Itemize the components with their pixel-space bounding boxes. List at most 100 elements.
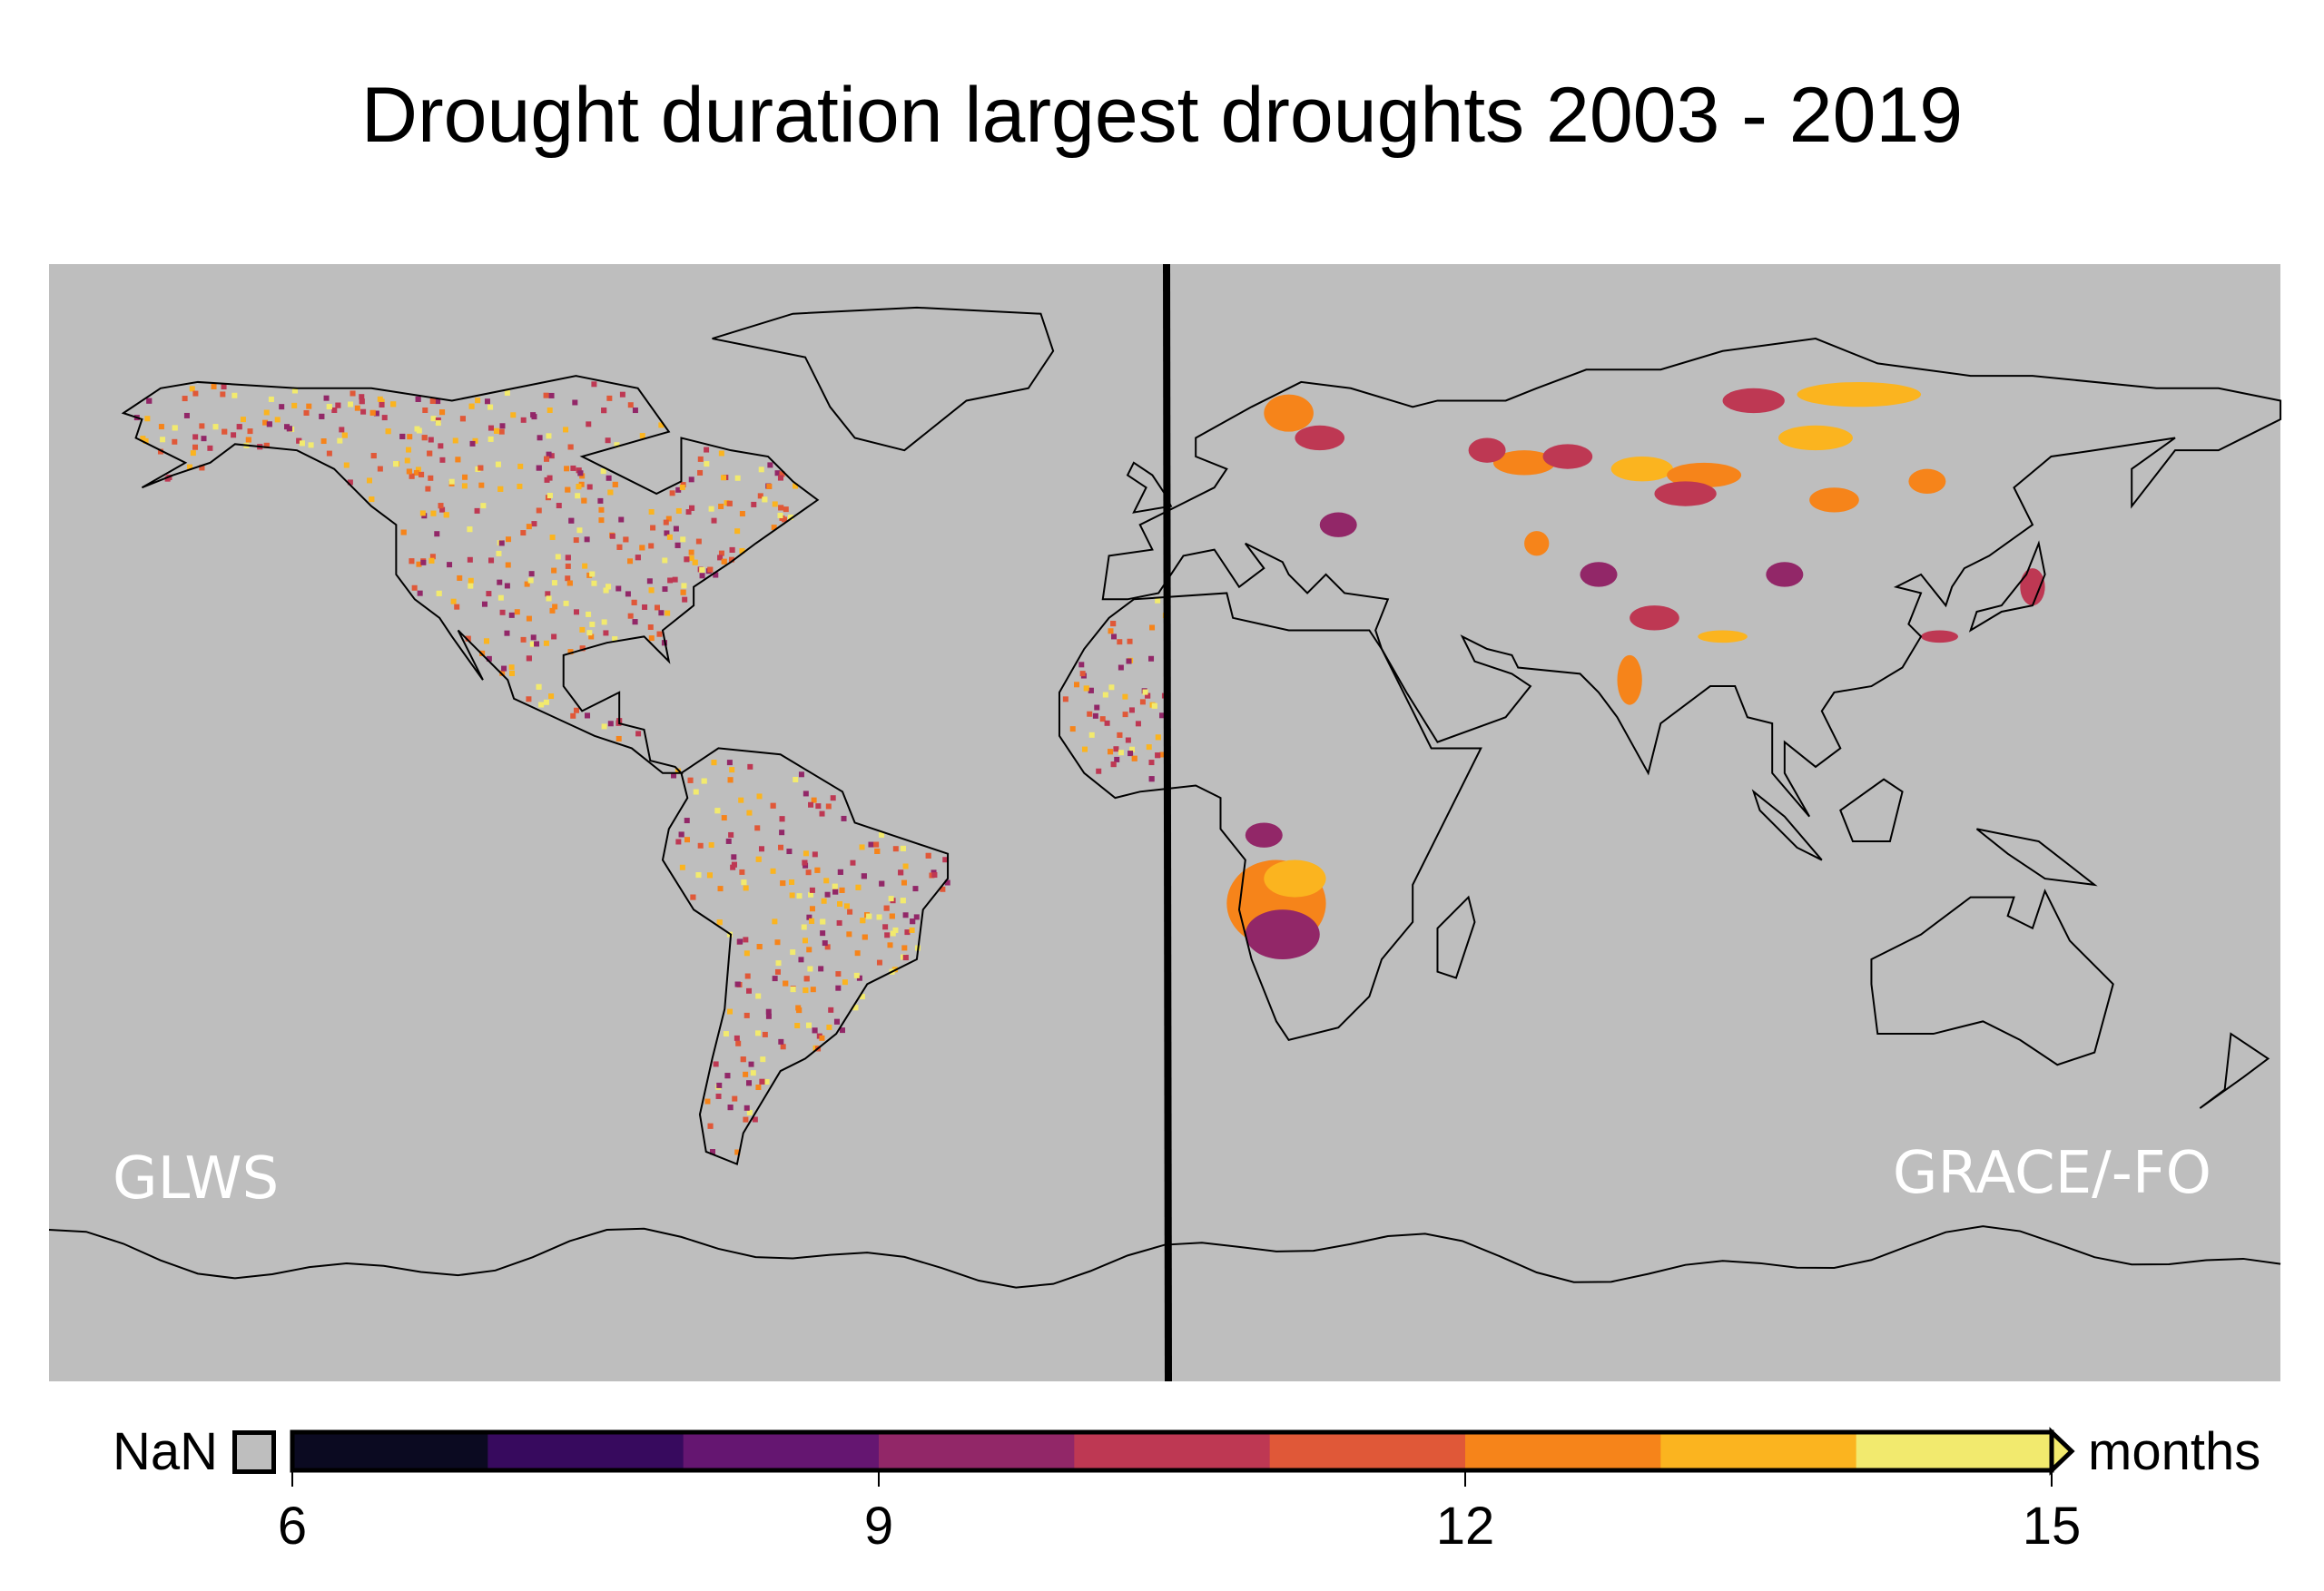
drought-cell <box>585 712 591 719</box>
drought-cell <box>770 802 776 809</box>
drought-cell <box>556 503 562 509</box>
drought-cell <box>735 1040 742 1046</box>
colorbar-tick-label: 15 <box>2022 1497 2082 1556</box>
drought-cell <box>192 444 199 450</box>
drought-region <box>1264 394 1314 432</box>
drought-cell <box>589 571 596 577</box>
drought-cell <box>1062 696 1068 702</box>
drought-cell <box>835 985 842 991</box>
drought-cell <box>662 586 668 593</box>
drought-cell <box>779 830 785 836</box>
drought-cell <box>687 777 694 783</box>
drought-cell <box>1122 693 1128 700</box>
drought-cell <box>231 432 237 438</box>
drought-cell <box>247 428 253 435</box>
drought-cell <box>779 816 785 822</box>
drought-cell <box>467 526 473 533</box>
drought-cell <box>767 462 773 468</box>
drought-cell <box>146 398 153 404</box>
drought-cell <box>841 815 847 821</box>
drought-cell <box>565 563 571 569</box>
drought-cell <box>843 903 850 909</box>
drought-cell <box>828 1007 834 1013</box>
coastline-new-zealand <box>2199 1032 2270 1109</box>
drought-cell <box>783 506 789 513</box>
drought-cell <box>762 496 768 503</box>
drought-cell <box>286 426 292 432</box>
drought-cell <box>1102 692 1108 698</box>
drought-cell <box>192 390 199 397</box>
drought-cell <box>859 994 865 1000</box>
drought-cell <box>759 1078 765 1085</box>
drought-cell <box>793 777 799 783</box>
drought-cell <box>199 423 205 429</box>
drought-cell <box>443 512 449 518</box>
drought-cell <box>790 987 796 993</box>
drought-cell <box>931 872 938 879</box>
drought-cell <box>551 580 557 586</box>
drought-cell <box>756 793 763 800</box>
drought-cell <box>876 959 882 966</box>
coastline-borneo <box>1839 778 1904 843</box>
drought-cell <box>221 384 227 390</box>
drought-cell <box>379 401 385 408</box>
drought-cell <box>855 884 862 890</box>
drought-cell <box>724 1073 731 1079</box>
drought-cell <box>411 584 418 591</box>
drought-region <box>1809 487 1859 513</box>
drought-cell <box>774 968 781 975</box>
drought-cell <box>615 585 622 592</box>
drought-cell <box>406 468 412 475</box>
drought-cell <box>751 501 757 507</box>
drought-cell <box>379 398 385 405</box>
drought-cell <box>393 461 399 467</box>
drought-cell <box>824 891 831 898</box>
drought-cell <box>429 398 436 404</box>
drought-cell <box>579 473 586 479</box>
drought-cell <box>847 908 853 915</box>
drought-cell <box>528 571 535 577</box>
drought-cell <box>548 453 555 459</box>
drought-cell <box>520 530 527 536</box>
drought-region <box>1264 859 1326 898</box>
drought-cell <box>158 424 164 430</box>
drought-cell <box>468 583 474 589</box>
drought-cell <box>576 484 582 490</box>
drought-cell <box>577 470 584 476</box>
drought-cell <box>262 419 269 426</box>
drought-cell <box>627 558 634 565</box>
drought-region <box>2020 568 2045 606</box>
drought-cell <box>729 767 735 773</box>
drought-region <box>1698 630 1748 643</box>
drought-cell <box>549 535 556 541</box>
drought-cell <box>728 831 734 838</box>
drought-cell <box>472 437 478 444</box>
drought-cell <box>478 465 484 471</box>
drought-region <box>1468 437 1506 463</box>
drought-cell <box>846 931 852 938</box>
drought-cell <box>796 893 803 899</box>
drought-cell <box>882 924 889 930</box>
drought-cell <box>854 950 861 957</box>
drought-cell <box>319 413 325 419</box>
drought-cell <box>669 490 675 496</box>
drought-cell <box>910 918 916 925</box>
drought-cell <box>671 772 677 779</box>
drought-cell <box>612 636 618 643</box>
drought-cell <box>892 927 899 933</box>
drought-cell <box>588 633 595 640</box>
drought-cell <box>436 590 442 596</box>
drought-cell <box>925 852 931 859</box>
drought-cell <box>524 581 530 587</box>
drought-cell <box>752 1116 758 1123</box>
drought-cell <box>207 445 213 451</box>
drought-cell <box>642 604 648 610</box>
drought-cell <box>496 550 502 556</box>
colorbar-tick-label: 6 <box>277 1497 308 1556</box>
drought-cell <box>772 501 778 507</box>
drought-cell <box>777 475 783 481</box>
drought-cell <box>526 696 532 702</box>
drought-cell <box>727 1008 734 1015</box>
drought-cell <box>183 412 190 418</box>
drought-cell <box>546 451 552 457</box>
